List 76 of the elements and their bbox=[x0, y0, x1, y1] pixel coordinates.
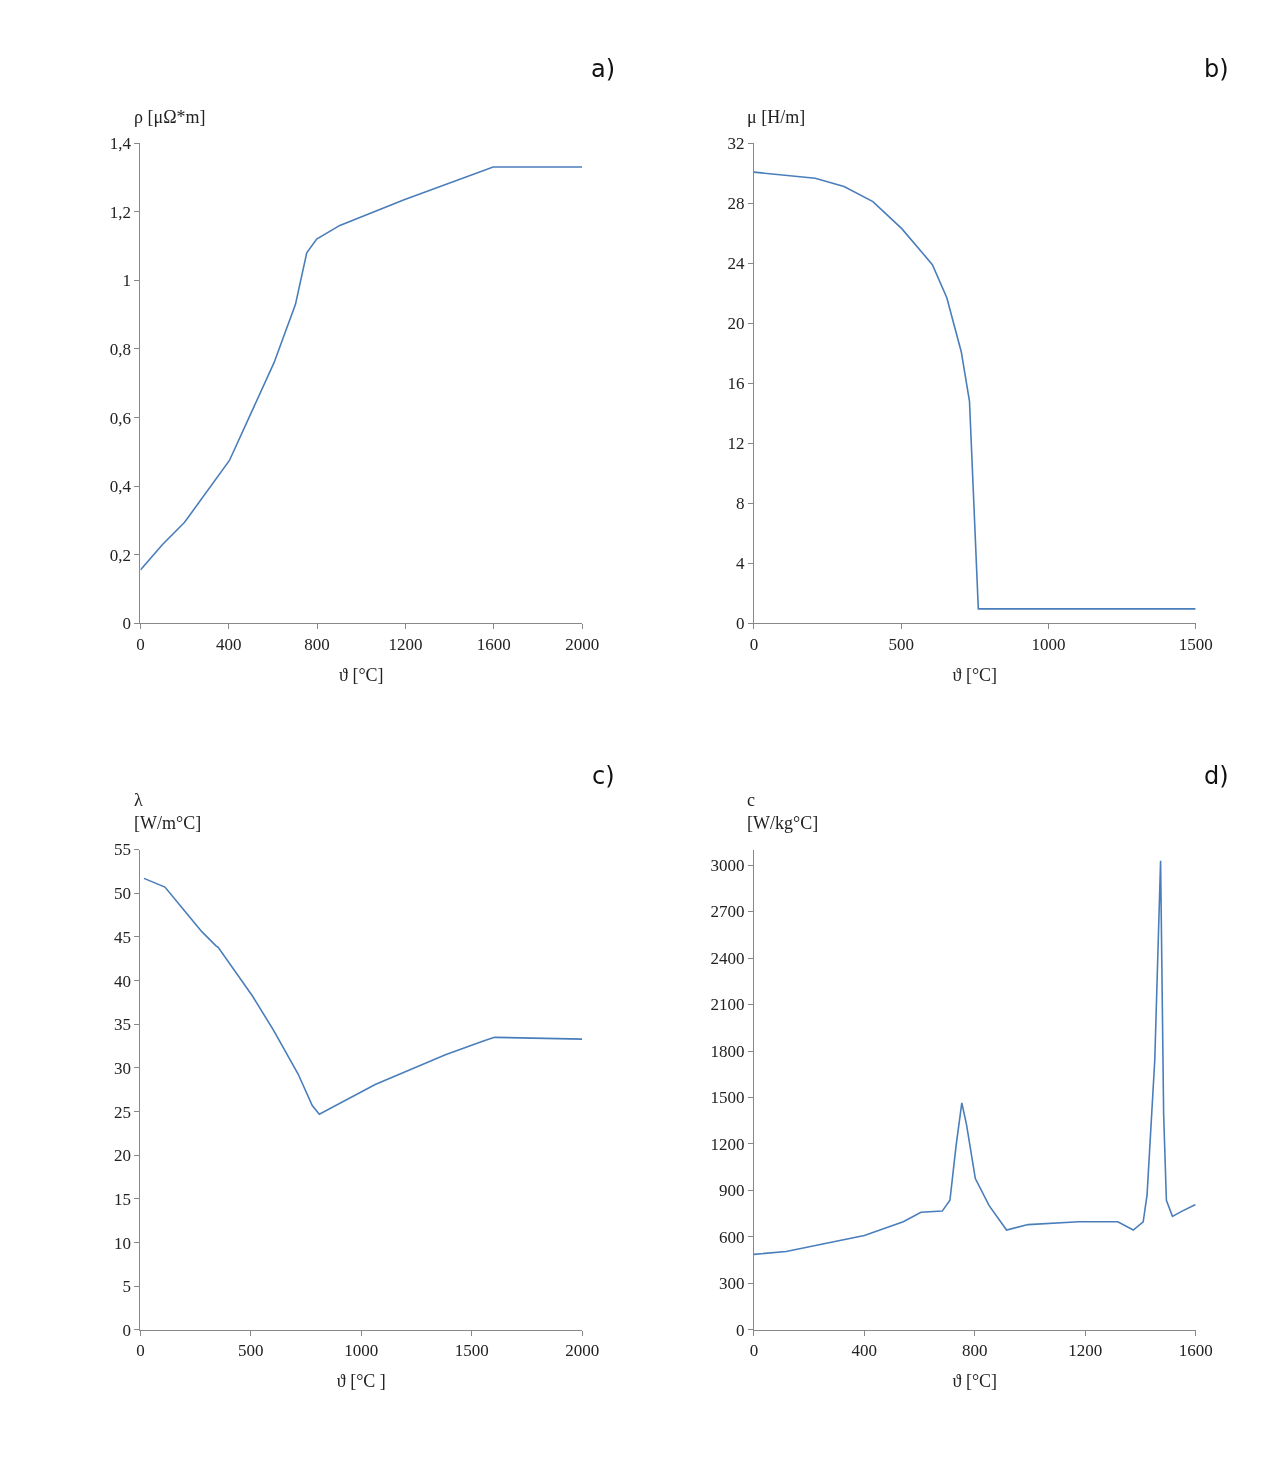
y-tick-label: 24 bbox=[727, 254, 746, 274]
y-tick-label: 1800 bbox=[710, 1041, 745, 1061]
x-tick-label: 0 bbox=[136, 634, 145, 654]
y-tick-label: 30 bbox=[114, 1058, 132, 1078]
y-axis-title: μ [H/m] bbox=[747, 107, 806, 127]
x-tick-label: 1200 bbox=[1068, 1341, 1103, 1361]
x-axis-title: ϑ [°C ] bbox=[336, 1371, 386, 1392]
x-tick-label: 1500 bbox=[1178, 634, 1213, 654]
y-tick-label: 55 bbox=[114, 840, 132, 860]
y-tick-label: 1,2 bbox=[109, 202, 132, 222]
x-tick-label: 1500 bbox=[454, 1341, 489, 1361]
x-axis-title: ϑ [°C] bbox=[952, 1371, 998, 1392]
y-tick-label: 10 bbox=[114, 1233, 132, 1253]
y-tick-label: 0,6 bbox=[109, 408, 132, 428]
x-axis-title: ϑ [°C] bbox=[338, 664, 384, 685]
x-tick-label: 0 bbox=[749, 634, 759, 654]
x-tick-label: 1200 bbox=[388, 634, 423, 654]
y-tick-label: 2400 bbox=[710, 948, 745, 968]
x-tick-label: 800 bbox=[962, 1341, 988, 1361]
y-tick-label: 32 bbox=[727, 133, 745, 153]
x-tick-label: 500 bbox=[888, 634, 914, 654]
line-series bbox=[753, 171, 1196, 610]
text: a) bbox=[591, 55, 616, 83]
y-tick-label: 5 bbox=[122, 1277, 132, 1297]
x-tick-label: 800 bbox=[304, 634, 330, 654]
text: b) bbox=[1204, 55, 1229, 83]
line-series bbox=[143, 877, 583, 1116]
y-tick-label: 4 bbox=[736, 554, 746, 574]
x-tick-label: 1600 bbox=[1178, 1341, 1213, 1361]
y-tick-label: 0,2 bbox=[109, 545, 132, 565]
x-tick-label: 1000 bbox=[344, 1341, 379, 1361]
y-axis-title: ρ [μΩ*m] bbox=[134, 107, 206, 127]
y-tick-label: 40 bbox=[114, 971, 132, 991]
x-tick-label: 500 bbox=[238, 1341, 264, 1361]
y-tick-label: 35 bbox=[114, 1015, 132, 1035]
y-tick-label: 0,4 bbox=[109, 477, 132, 497]
y-tick-label: 0,8 bbox=[109, 339, 132, 359]
y-tick-label: 900 bbox=[719, 1181, 745, 1201]
x-tick-label: 2000 bbox=[565, 634, 600, 654]
y-tick-label: 2700 bbox=[710, 902, 745, 922]
x-tick-label: 400 bbox=[216, 634, 242, 654]
y-axis-title: λ [W/m°C] bbox=[134, 790, 202, 834]
y-tick-label: 600 bbox=[719, 1227, 745, 1247]
y-tick-label: 16 bbox=[727, 374, 745, 394]
y-tick-label: 0 bbox=[736, 614, 745, 634]
x-axis-title: ϑ [°C] bbox=[952, 664, 998, 685]
y-tick-label: 20 bbox=[114, 1146, 132, 1166]
y-tick-label: 3000 bbox=[710, 855, 745, 875]
y-tick-label: 1200 bbox=[710, 1134, 745, 1154]
y-tick-label: 1500 bbox=[710, 1088, 745, 1108]
y-tick-label: 8 bbox=[736, 494, 745, 514]
y-tick-label: 2100 bbox=[710, 995, 745, 1015]
x-tick-label: 400 bbox=[851, 1341, 878, 1361]
x-tick-label: 0 bbox=[136, 1341, 145, 1361]
x-tick-label: 1600 bbox=[476, 634, 511, 654]
y-tick-label: 1,4 bbox=[109, 133, 132, 153]
line-series bbox=[753, 859, 1196, 1256]
x-tick-label: 0 bbox=[749, 1341, 759, 1361]
line-series bbox=[140, 166, 583, 571]
y-tick-label: 12 bbox=[727, 434, 745, 454]
y-tick-label: 300 bbox=[719, 1274, 745, 1294]
y-tick-label: 0 bbox=[736, 1320, 745, 1340]
x-tick-label: 1000 bbox=[1031, 634, 1066, 654]
y-tick-label: 50 bbox=[114, 884, 132, 904]
y-axis-title: c [W/kg°C] bbox=[747, 790, 819, 834]
y-tick-label: 0 bbox=[122, 1320, 132, 1340]
y-tick-label: 25 bbox=[114, 1102, 132, 1122]
y-tick-label: 1 bbox=[122, 271, 132, 291]
y-tick-label: 20 bbox=[727, 314, 745, 334]
y-tick-label: 45 bbox=[114, 927, 132, 947]
text: d) bbox=[1204, 762, 1229, 790]
y-tick-label: 0 bbox=[122, 614, 132, 634]
y-tick-label: 15 bbox=[114, 1189, 132, 1209]
text: c) bbox=[592, 762, 615, 790]
y-tick-label: 28 bbox=[727, 194, 745, 214]
x-tick-label: 2000 bbox=[565, 1341, 600, 1361]
